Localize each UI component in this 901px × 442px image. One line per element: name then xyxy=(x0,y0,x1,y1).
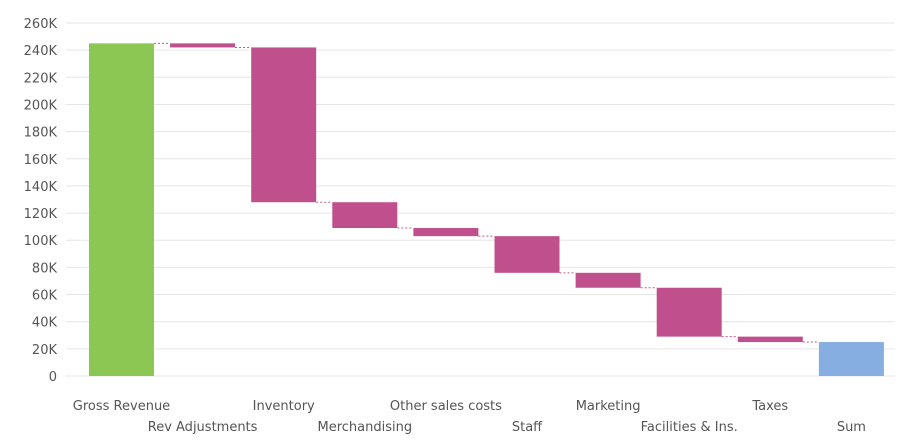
bar-rev-adjustments xyxy=(170,43,236,48)
x-category-label: Facilities & Ins. xyxy=(641,420,738,435)
x-category-label: Other sales costs xyxy=(390,399,502,414)
grid-layer xyxy=(66,22,895,377)
y-tick-label: 260K xyxy=(24,17,58,32)
y-tick-label: 40K xyxy=(32,316,58,331)
x-category-label: Rev Adjustments xyxy=(148,420,258,435)
x-axis: Gross Revenue Rev Adjustments InventoryMer… xyxy=(73,399,866,435)
bar-inventory xyxy=(251,47,317,203)
y-tick-label: 60K xyxy=(32,289,58,304)
x-category-label: Staff xyxy=(512,420,543,435)
bar-taxes xyxy=(737,336,803,343)
bar-layer xyxy=(89,43,884,376)
y-tick-label: 0 xyxy=(49,370,57,385)
y-tick-label: 140K xyxy=(24,180,58,195)
y-tick-label: 180K xyxy=(24,126,58,141)
x-category-label: Sum xyxy=(837,420,866,435)
y-tick-label: 80K xyxy=(32,261,58,276)
bar-staff xyxy=(494,236,560,273)
bar-marketing xyxy=(575,272,641,288)
y-tick-label: 220K xyxy=(24,71,58,86)
y-tick-label: 100K xyxy=(24,234,58,249)
y-tick-label: 20K xyxy=(32,343,58,358)
bar-merchandising xyxy=(332,202,398,229)
connector-layer xyxy=(154,42,819,343)
bar-sum xyxy=(818,342,884,376)
x-category-label: Marketing xyxy=(576,399,641,414)
x-category-label: Gross Revenue xyxy=(73,399,170,414)
x-category-label: Merchandising xyxy=(317,420,412,435)
y-tick-label: 120K xyxy=(24,207,58,222)
x-category-label: Inventory xyxy=(253,399,315,414)
bar-other-sales-costs xyxy=(413,228,479,237)
y-tick-label: 160K xyxy=(24,153,58,168)
bar-facilities-ins xyxy=(656,287,722,337)
x-category-label: Taxes xyxy=(751,399,788,414)
y-tick-label: 240K xyxy=(24,44,58,59)
bar-gross-revenue xyxy=(89,43,154,376)
y-tick-label: 200K xyxy=(24,98,58,113)
y-axis: 0 20K 40K 60K 80K 100K 120K 140K 160K 180K 200K 220… xyxy=(24,17,58,385)
